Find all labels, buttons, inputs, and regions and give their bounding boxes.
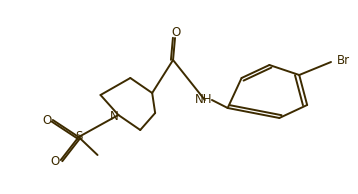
Text: NH: NH — [194, 93, 212, 106]
Text: S: S — [75, 131, 82, 144]
Text: O: O — [50, 155, 59, 168]
Text: O: O — [171, 26, 181, 39]
Text: O: O — [42, 113, 52, 126]
Text: Br: Br — [337, 54, 350, 67]
Text: N: N — [110, 110, 119, 123]
